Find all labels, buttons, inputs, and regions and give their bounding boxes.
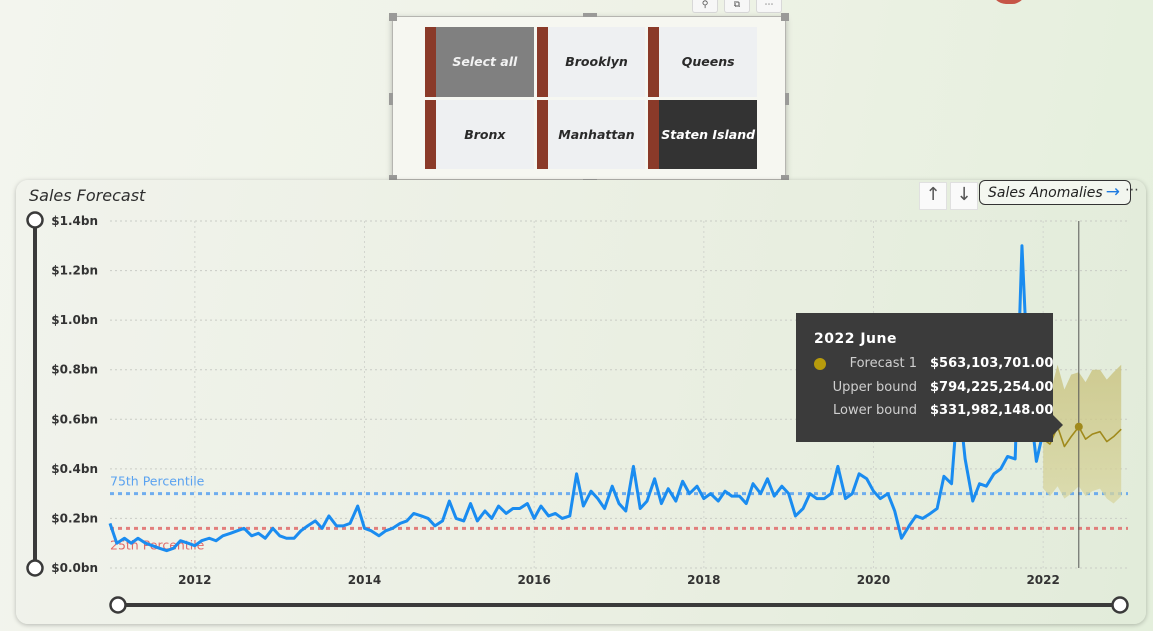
tooltip-row: Lower bound $331,982,148.00 [814,403,1053,427]
resize-handle[interactable] [781,175,789,183]
slicer-header-icons: ⚲ ⧉ ⋯ [692,0,784,14]
sales-anomalies-button[interactable]: Sales Anomalies → [979,180,1131,205]
tooltip-value: $563,103,701.00 [930,356,1054,371]
tooltip-row: Upper bound $794,225,254.00 [814,379,1054,404]
slicer-tile-staten-island[interactable]: Staten Island [648,99,757,169]
range-handle-bottom [26,559,44,577]
x-tick-label: 2016 [517,573,550,587]
resize-handle[interactable] [389,93,393,105]
x-tick-label: 2014 [348,573,381,587]
tooltip-label: Upper bound [832,379,917,395]
slicer-tiles: Select all Brooklyn Queens Bronx Manhatt… [425,27,757,169]
hover-indicator [1074,221,1083,568]
slicer-tile-queens[interactable]: Queens [648,27,757,97]
reference-line-label: 75th Percentile [110,474,205,489]
tooltip-value: $331,982,148.00 [930,403,1054,418]
resize-handle[interactable] [583,13,597,17]
resize-handle[interactable] [785,93,789,105]
x-tick-label: 2020 [857,573,890,587]
y-tick-label: $0.6bn [51,412,98,426]
filter-icon[interactable]: ⚲ [692,0,718,13]
resize-handle[interactable] [389,13,397,21]
tooltip-label: Forecast 1 [849,356,917,371]
slicer-tile-manhattan[interactable]: Manhattan [536,99,646,169]
forecast-tooltip: 2022 June Forecast 1 $563,103,701.00 Upp… [796,313,1063,442]
slicer-tile-bronx[interactable]: Bronx [425,99,534,169]
sales-anomalies-label: Sales Anomalies [988,184,1103,201]
resize-handle[interactable] [389,175,397,183]
x-tick-label: 2012 [178,573,211,587]
slicer-tile-brooklyn[interactable]: Brooklyn [536,27,646,97]
range-sliders [26,211,1129,614]
arrow-right-icon: → [1105,182,1120,202]
chart-title: Sales Forecast [29,186,146,205]
focus-mode-icon[interactable]: ⧉ [724,0,750,13]
x-tick-label: 2018 [687,573,720,587]
tooltip-value: $794,225,254.00 [930,379,1054,395]
sort-ascending-icon[interactable]: ↑ [919,182,947,210]
y-tick-label: $1.0bn [51,313,98,327]
series-marker-icon [814,358,826,370]
resize-handle[interactable] [781,13,789,21]
y-axis-ticks: $0.0bn $0.2bn $0.4bn $0.6bn $0.8bn $1.0bn $1.2… [51,214,98,575]
y-tick-label: $1.4bn [51,214,98,228]
user-avatar-partial [992,0,1026,4]
y-tick-label: $0.0bn [51,561,98,575]
slicer-tile-select-all[interactable]: Select all [425,27,534,97]
more-options-icon[interactable]: ⋯ [756,0,782,13]
hover-point [1074,422,1083,431]
x-tick-label: 2022 [1026,573,1059,587]
y-tick-label: $0.2bn [51,511,98,525]
x-axis-ticks: 2012 2014 2016 2018 2020 2022 [178,573,1060,587]
more-options-icon[interactable]: ⋯ [1125,182,1140,198]
range-handle-top [26,211,44,229]
y-tick-label: $1.2bn [51,264,98,278]
y-tick-label: $0.4bn [51,462,98,476]
sort-descending-icon[interactable]: ↓ [950,182,978,210]
range-handle-right [1111,596,1129,614]
tooltip-title: 2022 June [814,331,897,347]
tooltip-row: Forecast 1 $563,103,701.00 [814,356,1053,380]
tooltip-label: Lower bound [832,403,917,418]
borough-slicer: Select all Brooklyn Queens Bronx Manhatt… [389,13,789,183]
y-tick-label: $0.8bn [51,363,98,377]
range-handle-left [109,596,127,614]
